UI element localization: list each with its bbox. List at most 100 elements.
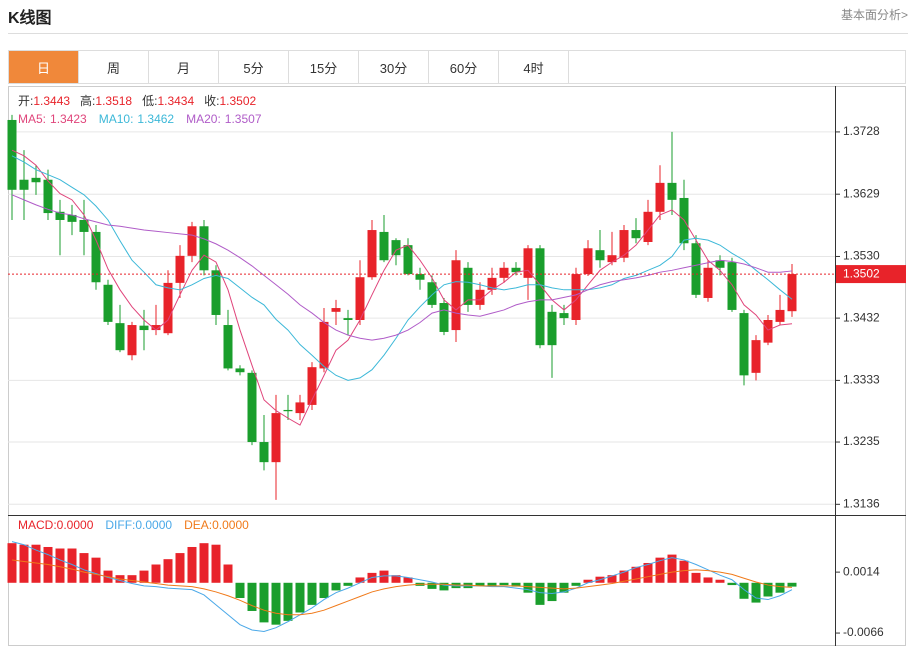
macd-bar [739,582,749,599]
macd-bar [307,582,317,605]
macd-bar [91,557,101,583]
candle-body [307,367,317,405]
legend-label: MA10: [99,112,134,126]
candle-body [271,413,281,463]
macd-bar [235,582,245,599]
candle-body [31,177,41,183]
macd-bar [679,560,689,583]
indicator-line [11,155,793,381]
candle-body [139,325,149,331]
macd-bar [7,543,17,583]
candle-body [379,231,389,261]
y-tick-label: 1.3333 [843,373,880,387]
legend-value: 1.3443 [33,94,70,108]
last-price-label: 1.3502 [843,266,880,280]
macd-bar [391,575,401,583]
y-tick-label: 1.3728 [843,124,880,138]
legend-label: MA5: [18,112,46,126]
candle-body [727,262,737,310]
macd-bar [715,579,725,583]
candle-body [151,325,161,331]
legend-value: 0.0000 [135,518,172,532]
macd-bar [523,582,533,593]
macd-bar [655,557,665,583]
macd-bar [643,562,653,583]
legend-value: 0.0000 [57,518,94,532]
legend-value: 1.3423 [50,112,87,126]
macd-bar [691,572,701,583]
legend-label: 开: [18,94,33,108]
period-tab[interactable]: 4时 [499,51,569,83]
candle-body [475,289,485,305]
macd-bar [139,570,149,583]
macd-bar [439,582,449,591]
candle-body [703,267,713,298]
period-tab[interactable]: 月 [149,51,219,83]
macd-bar [499,582,509,586]
candle-body [79,219,89,232]
period-tab[interactable]: 日 [9,51,79,83]
indicator-line [11,541,793,633]
candle-body [367,230,377,278]
legend-label: 收: [204,94,219,108]
period-tab[interactable]: 30分 [359,51,429,83]
macd-bar [607,575,617,583]
macd-bar [703,577,713,583]
analysis-link[interactable]: 基本面分析> [840,8,908,22]
candle-body [775,309,785,322]
macd-bar [319,582,329,599]
indicator-line [11,149,793,426]
legend-value: 1.3434 [157,94,194,108]
candle-body [571,274,581,320]
macd-bar [55,548,65,583]
candle-body [523,248,533,278]
candle-body [559,313,569,319]
macd-bar [283,582,293,621]
candle-body [67,214,77,222]
y-tick-label: 1.3235 [843,434,880,448]
candle-body [115,323,125,351]
macd-bar [19,544,29,583]
macd-bar [343,582,353,586]
period-tabs: 日周月 5分 15分 30分 60分 4时 [8,50,906,84]
candle-body [451,260,461,331]
legend-value: 1.3502 [219,94,256,108]
candle-body [415,274,425,280]
candle-body [235,368,245,373]
legend-label: DEA: [184,518,212,532]
macd-bar [487,582,497,586]
macd-bar [631,566,641,583]
candle-body [763,320,773,343]
period-tab[interactable]: 5分 [219,51,289,83]
period-tab[interactable]: 60分 [429,51,499,83]
candle-body [715,260,725,268]
last-price-box [836,265,906,284]
candle-body [499,267,509,278]
legend-label: 高: [80,93,95,108]
macd-bar [547,582,557,602]
candle-body [211,270,221,315]
macd-bar [727,582,737,586]
macd-bar [787,582,797,587]
period-tab[interactable]: 周 [79,51,149,83]
macd-bar [67,548,77,583]
macd-bar [271,582,281,625]
macd-bar [475,582,485,586]
macd-bar [775,582,785,593]
candle-body [403,245,413,275]
macd-bar [31,544,41,583]
candle-body [259,442,269,463]
legend-label: 低: [142,94,157,108]
macd-bar [535,582,545,605]
period-tab[interactable]: 15分 [289,51,359,83]
macd-bar [211,544,221,583]
candle-body [199,226,209,271]
indicator-line [11,194,793,341]
y-tick-label: 1.3629 [843,186,880,200]
y-tick-label: 1.3530 [843,249,880,263]
candle-body [7,119,17,190]
candle-body [739,313,749,376]
macd-bar [763,582,773,597]
macd-bar [223,564,233,583]
